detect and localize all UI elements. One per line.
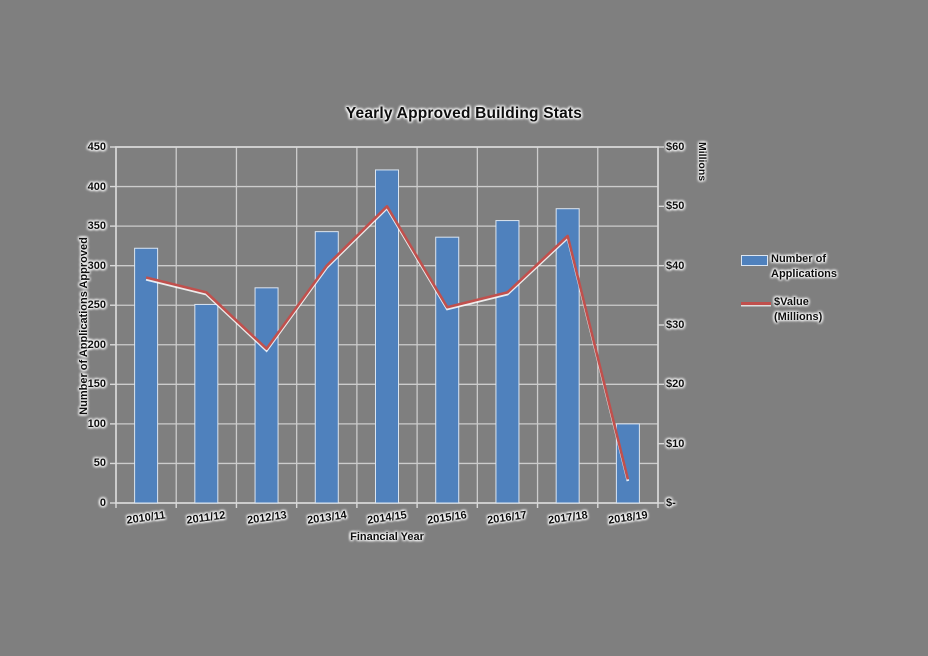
- bar-2017-18: [555, 208, 580, 504]
- right-axis-tick-label-$40: $40: [666, 259, 685, 272]
- bar-2013-14: [314, 231, 339, 504]
- legend-label-line1: $Value: [774, 295, 809, 308]
- legend-bar-swatch: [741, 255, 768, 266]
- legend-item-value-millions: $Value (Millions): [741, 295, 837, 325]
- right-axis-unit-label: Millions: [696, 142, 708, 182]
- x-axis-title: Financial Year: [350, 531, 424, 543]
- right-axis-tick-label-$10: $10: [666, 437, 685, 450]
- left-axis-tick-label-300: 300: [87, 259, 106, 272]
- legend-label-line2: Applications: [771, 267, 838, 280]
- legend-label-number-of-applications: Number of Applications: [771, 252, 837, 282]
- chart-title: Yearly Approved Building Stats: [345, 105, 583, 122]
- bar-2010-11: [134, 247, 159, 504]
- left-axis-tick-label-200: 200: [87, 338, 106, 351]
- right-axis-tick-label-$30: $30: [666, 319, 685, 331]
- left-axis-tick-label-150: 150: [87, 378, 106, 391]
- bar-2016-17: [495, 220, 520, 504]
- left-axis-tick-label-450: 450: [87, 141, 106, 153]
- left-axis-tick-label-50: 50: [93, 457, 106, 470]
- bar-2011-12: [194, 303, 219, 504]
- legend-line-swatch: [741, 301, 771, 305]
- right-axis-tick-label-$60: $60: [666, 141, 685, 153]
- bar-2014-15: [375, 169, 399, 504]
- legend-item-number-of-applications: Number of Applications: [741, 252, 837, 282]
- legend-label-line1: Number of: [771, 253, 826, 265]
- right-axis-tick-label-$-: $-: [666, 497, 676, 509]
- left-axis-tick-label-100: 100: [87, 417, 106, 430]
- left-axis-tick-label-350: 350: [87, 220, 106, 233]
- bar-2015-16: [435, 236, 460, 504]
- right-axis-tick-label-$20: $20: [666, 378, 685, 391]
- legend-label-value-millions: $Value (Millions): [774, 295, 822, 325]
- left-axis-tick-label-0: 0: [99, 497, 106, 509]
- legend-label-line2: (Millions): [774, 310, 823, 323]
- right-axis-tick-label-$50: $50: [666, 200, 685, 213]
- bar-2018-19: [615, 423, 640, 504]
- bar-2012-13: [254, 287, 279, 504]
- value-line: [145, 205, 630, 480]
- legend: Number of Applications $Value (Millions): [741, 252, 837, 324]
- left-axis-tick-label-400: 400: [87, 180, 106, 193]
- left-axis-tick-label-250: 250: [87, 299, 106, 312]
